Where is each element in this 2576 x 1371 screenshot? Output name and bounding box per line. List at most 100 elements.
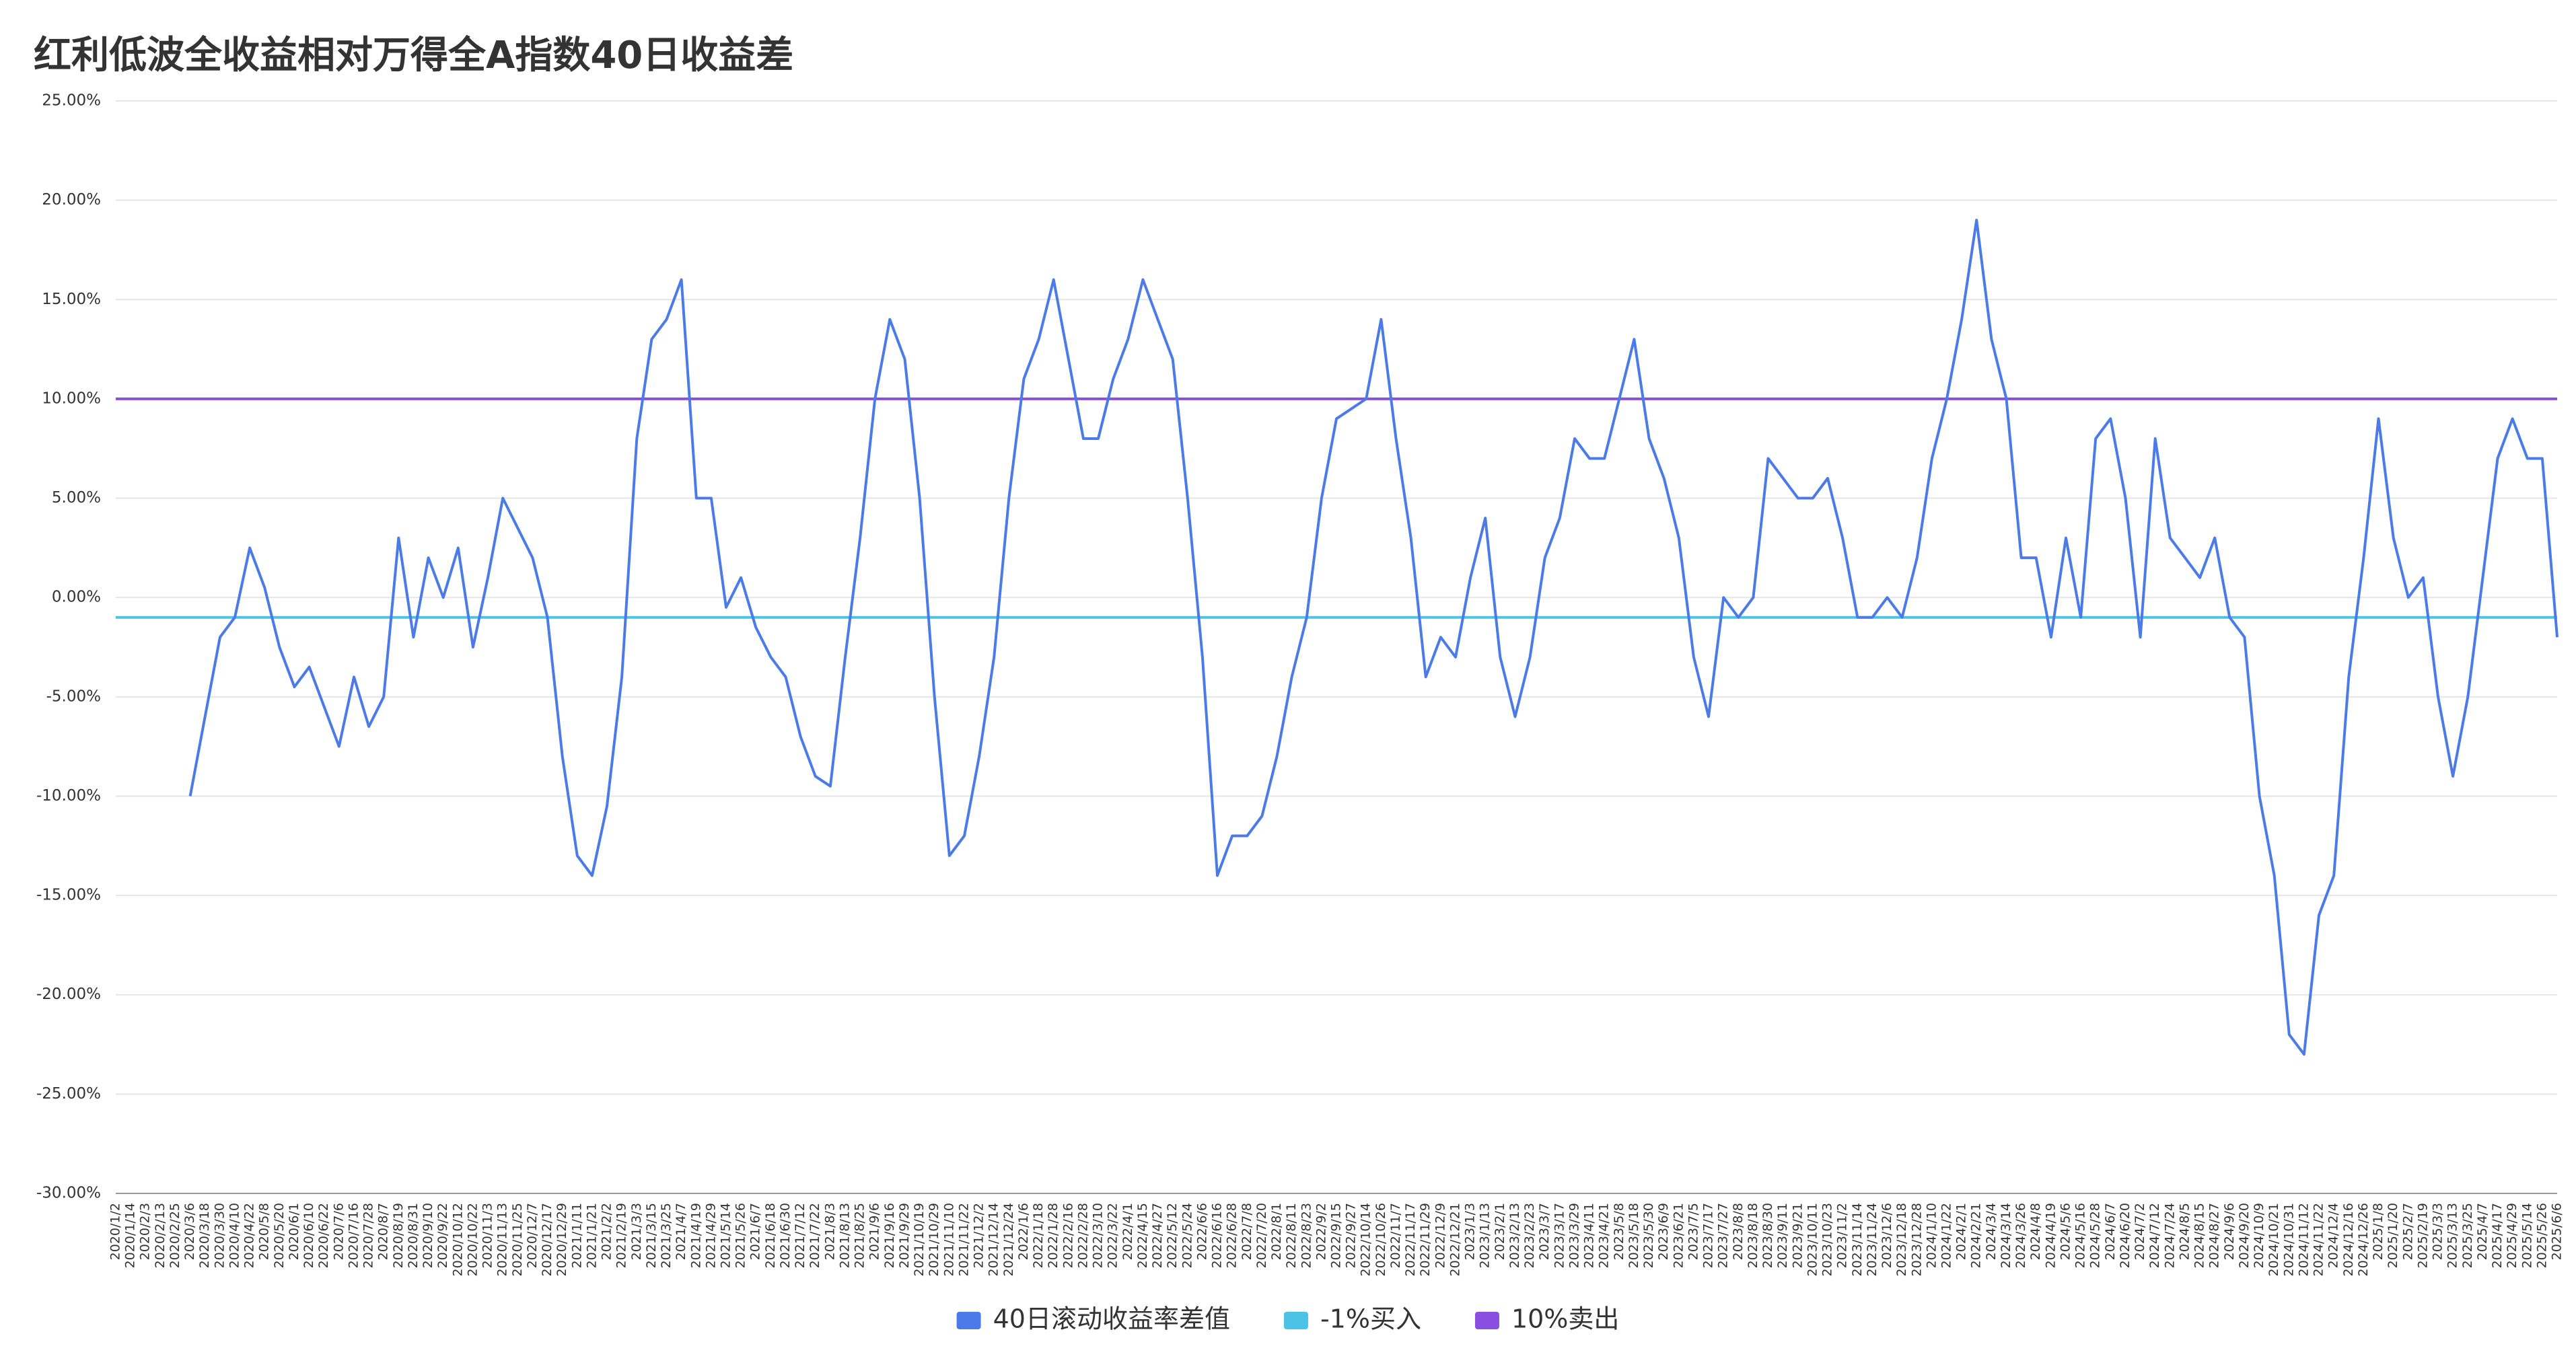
x-tick-label: 2025/3/25	[2460, 1203, 2475, 1268]
x-tick-label: 2020/10/22	[465, 1203, 480, 1277]
x-tick-label: 2025/3/13	[2445, 1203, 2460, 1268]
x-tick-label: 2024/9/6	[2222, 1203, 2237, 1260]
x-tick-label: 2023/8/18	[1746, 1203, 1760, 1268]
x-tick-label: 2025/6/6	[2550, 1203, 2565, 1260]
x-tick-label: 2022/2/28	[1075, 1203, 1090, 1268]
x-tick-label: 2020/9/10	[421, 1203, 435, 1268]
x-tick-label: 2024/4/19	[2043, 1203, 2058, 1268]
x-tick-label: 2020/12/29	[554, 1203, 569, 1277]
x-tick-label: 2021/3/25	[659, 1203, 674, 1268]
x-tick-label: 2024/3/26	[2013, 1203, 2028, 1268]
x-tick-label: 2024/8/27	[2207, 1203, 2222, 1268]
y-tick-label: -15.00%	[36, 887, 101, 904]
x-tick-label: 2021/8/3	[822, 1203, 837, 1260]
x-tick-label: 2020/3/30	[212, 1203, 227, 1268]
x-tick-label: 2020/7/28	[361, 1203, 376, 1268]
x-tick-label: 2021/9/6	[867, 1203, 882, 1260]
x-tick-label: 2022/1/18	[1031, 1203, 1046, 1268]
x-tick-label: 2021/6/7	[748, 1203, 763, 1260]
x-tick-label: 2024/7/2	[2133, 1203, 2147, 1260]
legend-label: 40日滚动收益率差值	[993, 1304, 1230, 1334]
x-tick-label: 2020/3/6	[182, 1203, 197, 1260]
y-tick-label: 0.00%	[52, 589, 101, 606]
x-tick-label: 2022/7/8	[1240, 1203, 1254, 1260]
x-tick-label: 2022/6/28	[1225, 1203, 1240, 1268]
x-tick-label: 2021/8/25	[853, 1203, 867, 1268]
x-tick-label: 2020/1/2	[108, 1203, 123, 1260]
x-tick-label: 2021/2/19	[614, 1203, 629, 1268]
x-tick-label: 2023/8/30	[1760, 1203, 1775, 1268]
legend-swatch	[956, 1312, 981, 1329]
x-tick-label: 2022/9/2	[1314, 1203, 1328, 1260]
x-tick-label: 2022/8/23	[1299, 1203, 1314, 1268]
y-tick-label: -20.00%	[36, 986, 101, 1003]
x-tick-label: 2022/4/27	[1150, 1203, 1165, 1268]
x-tick-label: 2024/5/6	[2058, 1203, 2073, 1260]
x-tick-label: 2024/9/20	[2237, 1203, 2252, 1268]
x-tick-label: 2024/5/28	[2088, 1203, 2103, 1268]
x-tick-label: 2024/1/10	[1924, 1203, 1939, 1268]
x-tick-label: 2025/4/17	[2490, 1203, 2505, 1268]
x-tick-label: 2022/12/21	[1447, 1203, 1462, 1277]
x-tick-label: 2023/12/28	[1909, 1203, 1924, 1277]
x-tick-label: 2023/3/17	[1552, 1203, 1567, 1268]
legend: 40日滚动收益率差值 -1%买入 10%卖出	[956, 1304, 1619, 1334]
x-tick-label: 2023/12/6	[1880, 1203, 1894, 1268]
x-tick-label: 2022/9/27	[1344, 1203, 1359, 1268]
x-tick-label: 2024/12/26	[2356, 1203, 2371, 1277]
x-tick-label: 2020/12/7	[525, 1203, 540, 1268]
x-tick-label: 2021/10/29	[927, 1203, 941, 1277]
x-tick-label: 2025/2/7	[2400, 1203, 2415, 1260]
x-tick-label: 2021/4/19	[688, 1203, 703, 1268]
x-tick-label: 2020/6/10	[301, 1203, 316, 1268]
x-tick-label: 2023/9/11	[1775, 1203, 1790, 1268]
x-tick-label: 2025/1/8	[2371, 1203, 2386, 1260]
x-tick-label: 2023/11/2	[1835, 1203, 1850, 1268]
x-tick-label: 2020/2/25	[168, 1203, 182, 1268]
x-tick-label: 2021/3/3	[629, 1203, 644, 1260]
x-tick-label: 2022/1/6	[1016, 1203, 1031, 1260]
y-tick-label: -30.00%	[36, 1185, 101, 1202]
x-tick-label: 2020/3/18	[197, 1203, 212, 1268]
x-tick-label: 2024/12/16	[2341, 1203, 2356, 1277]
x-tick-label: 2020/10/12	[450, 1203, 465, 1277]
x-tick-label: 2023/11/14	[1850, 1203, 1865, 1277]
x-tick-label: 2022/3/10	[1091, 1203, 1106, 1268]
chart-title: 红利低波全收益相对万得全A指数40日收益差	[34, 34, 793, 77]
x-tick-label: 2020/9/22	[435, 1203, 450, 1268]
x-tick-label: 2023/10/23	[1820, 1203, 1835, 1277]
x-tick-label: 2021/5/14	[719, 1203, 734, 1268]
x-tick-label: 2024/7/12	[2147, 1203, 2162, 1268]
x-tick-label: 2021/6/30	[778, 1203, 793, 1268]
legend-swatch	[1283, 1312, 1308, 1329]
x-tick-label: 2023/2/13	[1507, 1203, 1522, 1268]
x-tick-label: 2024/7/24	[2162, 1203, 2177, 1268]
x-tick-label: 2022/3/22	[1106, 1203, 1120, 1268]
x-tick-label: 2020/4/22	[242, 1203, 257, 1268]
x-tick-label: 2024/1/22	[1939, 1203, 1954, 1268]
x-tick-label: 2024/12/4	[2326, 1203, 2341, 1268]
x-tick-label: 2021/4/29	[703, 1203, 718, 1268]
x-tick-label: 2022/4/1	[1120, 1203, 1135, 1260]
y-tick-label: 15.00%	[42, 291, 101, 308]
x-tick-label: 2023/11/24	[1865, 1203, 1880, 1277]
y-tick-label: -5.00%	[46, 688, 101, 705]
x-tick-label: 2021/1/11	[569, 1203, 584, 1268]
legend-swatch	[1474, 1312, 1499, 1329]
x-tick-label: 2023/5/8	[1612, 1203, 1626, 1260]
x-tick-label: 2023/10/11	[1805, 1203, 1820, 1277]
x-tick-label: 2024/2/21	[1969, 1203, 1984, 1268]
x-tick-label: 2022/5/12	[1165, 1203, 1180, 1268]
legend-label: 10%卖出	[1511, 1304, 1619, 1334]
x-tick-label: 2023/12/18	[1894, 1203, 1909, 1277]
x-tick-label: 2020/2/13	[153, 1203, 168, 1268]
x-tick-label: 2024/4/8	[2028, 1203, 2043, 1260]
x-tick-label: 2022/10/14	[1359, 1203, 1373, 1277]
x-tick-label: 2021/12/24	[1001, 1203, 1016, 1277]
x-tick-label: 2022/5/24	[1180, 1203, 1194, 1268]
x-tick-label: 2023/2/1	[1493, 1203, 1507, 1260]
x-tick-label: 2020/6/1	[287, 1203, 301, 1260]
y-tick-label: 5.00%	[52, 489, 101, 507]
x-tick-label: 2024/3/14	[1999, 1203, 2013, 1268]
